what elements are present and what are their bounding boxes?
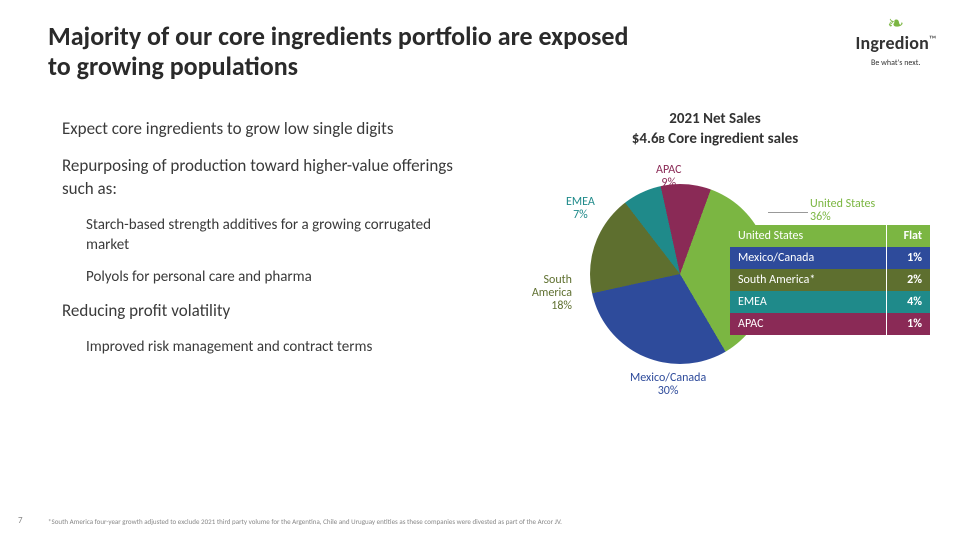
brand-tagline: Be what's next. <box>871 58 920 68</box>
chart-area: 2021 Net Sales $4.6B Core ingredient sal… <box>500 110 930 470</box>
leaf-icon: ❧ <box>855 14 936 34</box>
growth-value: 2% <box>886 269 930 291</box>
bullet-2b: Polyols for personal care and pharma <box>86 267 462 287</box>
pie-label-sa: South America18% <box>512 274 572 314</box>
pie-label-us: United States36% <box>810 198 875 224</box>
bullet-2: Repurposing of production toward higher-… <box>62 155 462 201</box>
chart-subtitle: $4.6B Core ingredient sales <box>500 130 930 148</box>
bullet-1: Expect core ingredients to grow low sing… <box>62 118 462 141</box>
growth-value: 1% <box>886 247 930 269</box>
growth-value: 4% <box>886 291 930 313</box>
bullet-3: Reducing profit volatility <box>62 300 462 323</box>
brand-name: Ingredion <box>855 32 928 54</box>
growth-value: 1% <box>886 313 930 335</box>
growth-region: EMEA <box>730 291 886 313</box>
page-number: 7 <box>18 515 23 526</box>
bullet-2a: Starch-based strength additives for a gr… <box>86 215 462 256</box>
growth-table: United StatesFlatMexico/Canada1%South Am… <box>730 225 930 335</box>
growth-row: Mexico/Canada1% <box>730 247 930 269</box>
pie-label-mx: Mexico/Canada30% <box>630 372 706 398</box>
footnote: *South America four-year growth adjusted… <box>48 517 562 526</box>
growth-region: United States <box>730 225 886 247</box>
growth-block: Est. 4-year Volume Growth United StatesF… <box>730 318 930 335</box>
pie-label-ap: APAC9% <box>656 164 682 190</box>
growth-region: APAC <box>730 313 886 335</box>
page-title: Majority of our core ingredients portfol… <box>48 22 648 82</box>
growth-row: APAC1% <box>730 313 930 335</box>
pie-label-em: EMEA7% <box>566 196 595 222</box>
growth-value: Flat <box>886 225 930 247</box>
growth-row: United StatesFlat <box>730 225 930 247</box>
growth-region: South America* <box>730 269 886 291</box>
body-text: Expect core ingredients to grow low sing… <box>62 118 462 369</box>
brand-logo: ❧ Ingredion™ Be what's next. <box>855 14 936 69</box>
growth-region: Mexico/Canada <box>730 247 886 269</box>
growth-row: South America*2% <box>730 269 930 291</box>
bullet-3a: Improved risk management and contract te… <box>86 337 462 357</box>
leader-line <box>768 212 808 213</box>
chart-title: 2021 Net Sales <box>500 110 930 128</box>
growth-row: EMEA4% <box>730 291 930 313</box>
